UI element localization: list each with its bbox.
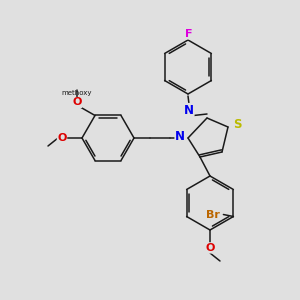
Text: N: N xyxy=(184,103,194,116)
Text: methoxy: methoxy xyxy=(62,91,92,97)
Text: N: N xyxy=(175,130,185,142)
Text: O: O xyxy=(57,133,67,143)
Text: Br: Br xyxy=(206,209,220,220)
Text: S: S xyxy=(233,118,241,130)
Text: O: O xyxy=(205,243,215,253)
Text: F: F xyxy=(185,29,193,39)
Text: O: O xyxy=(72,98,82,107)
